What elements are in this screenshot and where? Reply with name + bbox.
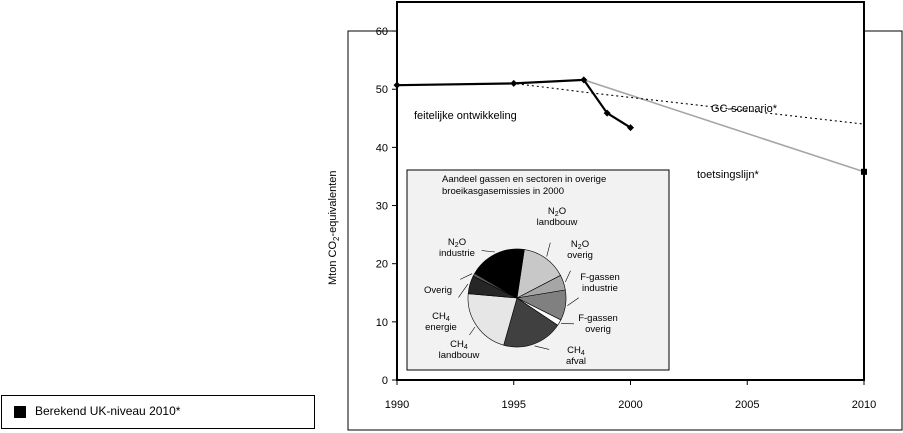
pie-label-ch4_landbouw: CH4 [450, 339, 468, 351]
x-tick-label: 2010 [852, 399, 876, 411]
y-tick-label: 50 [376, 84, 388, 96]
axis-layer: 0 10 20 30 40 50 60 1990 1995 2000 2005 2010 [376, 26, 876, 411]
series-label-toetsingslijn: toetsingslijn* [697, 169, 759, 181]
pie-slice-ch4_landbouw [467, 293, 518, 346]
series-point [603, 109, 611, 117]
pie-slice-n2o_industrie [474, 248, 525, 299]
y-tick-label: 30 [376, 201, 388, 213]
pie-label2-n2o_overig: overig [567, 250, 593, 261]
pie-label2-fgassen_industrie: industrie [582, 283, 618, 294]
y-tick-label: 40 [376, 142, 388, 154]
series-point [627, 124, 634, 132]
pie-leader-line [458, 283, 469, 298]
series-point [510, 79, 518, 87]
x-tick-label: 1990 [385, 399, 409, 411]
pie-label2-ch4_afval: afval [566, 356, 586, 367]
legend-box: Berekend UK-niveau 2010* [1, 395, 315, 429]
pie-label-fgassen_overig: F-gassen [578, 313, 618, 324]
pie-title-line1: Aandeel gassen en sectoren in overige [442, 174, 606, 185]
pie-label-n2o_landbouw: N2O [548, 206, 566, 218]
legend-marker-swatch [14, 406, 26, 418]
pie-leader-line [567, 297, 579, 306]
series-point [580, 76, 588, 84]
pie-leader-line [481, 250, 496, 253]
pie-label-ch4_energie: CH4 [432, 311, 450, 323]
pie-label2-n2o_industrie: industrie [439, 248, 475, 259]
legend-label: Berekend UK-niveau 2010* [35, 404, 181, 418]
pie-leader-line [534, 345, 550, 350]
pie-label-fgassen_industrie: F-gassen [580, 272, 620, 283]
pie-label2-ch4_landbouw: landbouw [439, 350, 480, 361]
pie-title-line2: broeikasgasemissies in 2000 [442, 186, 564, 197]
pie-label-n2o_overig: N2O [571, 239, 589, 251]
series-line-2 [583, 79, 865, 173]
y-axis-label: Mton CO2-equivalenten [327, 170, 341, 285]
series-point [393, 81, 401, 89]
pie-layer: N2OlandbouwN2OoverigF-gassenindustrieF-g… [424, 206, 620, 367]
series-layer [393, 76, 867, 175]
pie-leader-line [469, 326, 476, 336]
pie-label-n2o_industrie: N2O [448, 237, 466, 249]
pie-label-ch4_afval: CH4 [567, 345, 585, 357]
uk-level-2010-marker [861, 168, 867, 175]
x-tick-label: 2005 [735, 399, 759, 411]
pie-label2-n2o_landbouw: landbouw [537, 217, 578, 228]
pie-label-overig: Overig [424, 285, 452, 296]
y-tick-label: 60 [376, 26, 388, 38]
y-tick-label: 10 [376, 317, 388, 329]
y-tick-label: 20 [376, 259, 388, 271]
y-tick-label: 0 [382, 375, 388, 387]
pie-leader-line [546, 242, 551, 257]
pie-label2-ch4_energie: energie [425, 322, 457, 333]
pie-leader-line [460, 273, 473, 280]
pie-label2-fgassen_overig: overig [585, 324, 611, 335]
pie-leader-line [565, 270, 571, 283]
x-tick-label: 1995 [502, 399, 526, 411]
x-tick-label: 2000 [618, 399, 642, 411]
pie-slice-ch4_afval [503, 297, 559, 348]
series-label-feitelijke: feitelijke ontwikkeling [414, 110, 517, 122]
series-label-gc-scenario: GC-scenario* [711, 103, 778, 115]
